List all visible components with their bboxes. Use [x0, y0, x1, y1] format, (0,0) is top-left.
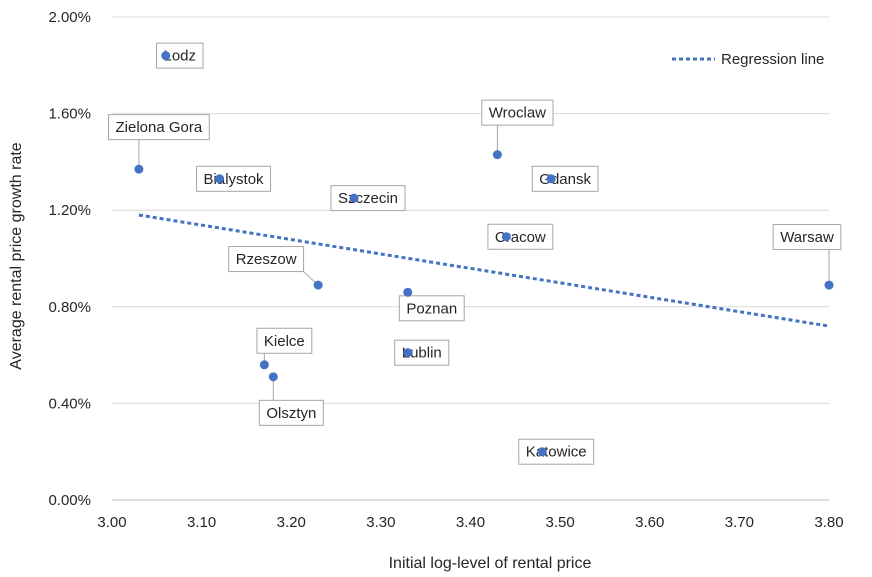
regression-layer [138, 213, 830, 328]
data-point [501, 232, 511, 242]
data-point [537, 447, 547, 457]
callout-labels: Lodz Zielona Gora Bialystok Szczecin Wroclaw… [108, 42, 842, 465]
data-point [349, 193, 359, 203]
x-tick-label: 3.60 [635, 514, 664, 531]
callout: Kielce [256, 327, 313, 365]
callout: Wroclaw [481, 99, 554, 155]
callout-label: Rzeszow [236, 251, 297, 268]
y-tick-label: 0.80% [48, 299, 91, 316]
gridlines [112, 16, 829, 404]
data-points [134, 51, 834, 457]
x-tick-label: 3.10 [187, 514, 216, 531]
callout-label: Warsaw [780, 229, 834, 246]
callout: Lodz [156, 42, 204, 69]
callout-label: Bialystok [204, 171, 265, 188]
callout-box [772, 224, 842, 251]
x-axis-ticks: 3.00 3.10 3.20 3.30 3.40 3.50 3.60 3.70 3.80 [97, 514, 843, 531]
callout: Gdansk [531, 165, 599, 192]
data-point [259, 360, 269, 370]
callout: Rzeszow [228, 246, 319, 286]
y-axis-ticks: 0.00% 0.40% 0.80% 1.20% 1.60% 2.00% [48, 9, 91, 509]
callout: Katowice [518, 438, 595, 465]
callout-box [258, 399, 324, 426]
data-point [824, 280, 834, 290]
y-tick-label: 1.60% [48, 106, 91, 123]
data-point [403, 348, 413, 358]
x-tick-label: 3.30 [366, 514, 395, 531]
callout-label: Lodz [164, 48, 197, 65]
y-tick-label: 0.00% [48, 492, 91, 509]
callout-label: Katowice [526, 444, 587, 461]
data-point [161, 51, 171, 61]
callout-label: Szczecin [338, 190, 398, 207]
callout: Bialystok [196, 165, 272, 192]
callout-label: Lublin [402, 345, 442, 362]
callout: Cracow [487, 223, 554, 250]
y-tick-label: 0.40% [48, 395, 91, 412]
data-point [215, 174, 225, 184]
callout-label: Poznan [406, 300, 457, 317]
x-tick-label: 3.40 [456, 514, 485, 531]
legend-regression-label: Regression line [721, 51, 824, 68]
callout-box [518, 438, 595, 465]
callout-label: Olsztyn [266, 405, 316, 422]
callout-box [330, 185, 406, 212]
callout-label: Zielona Gora [116, 119, 203, 136]
callout-box [481, 99, 554, 126]
x-tick-label: 3.00 [97, 514, 126, 531]
x-tick-label: 3.80 [814, 514, 843, 531]
y-tick-label: 1.20% [48, 202, 91, 219]
callout: Warsaw [772, 224, 842, 286]
callout: Szczecin [330, 185, 406, 212]
callout: Olsztyn [258, 376, 324, 426]
callout-box [108, 114, 210, 141]
data-point [313, 280, 323, 290]
x-tick-label: 3.70 [725, 514, 754, 531]
callout-box [196, 165, 272, 192]
x-tick-label: 3.20 [277, 514, 306, 531]
y-tick-label: 2.00% [48, 9, 91, 26]
data-point [403, 287, 413, 297]
callout-box [398, 295, 465, 322]
callout: Zielona Gora [108, 114, 210, 170]
data-point [546, 174, 556, 184]
y-axis-title: Average rental price growth rate [8, 142, 25, 369]
data-point [492, 150, 502, 160]
data-point [134, 164, 144, 174]
callout-box [487, 223, 554, 250]
callout-box [228, 246, 305, 273]
data-point [268, 372, 278, 382]
x-axis-title: Initial log-level of rental price [389, 555, 592, 572]
callout-box [256, 327, 313, 354]
callout: Poznan [398, 292, 465, 322]
callout-box [531, 165, 599, 192]
regression-line [138, 213, 830, 328]
x-tick-label: 3.50 [546, 514, 575, 531]
callout-label: Kielce [264, 333, 305, 350]
callout-label: Wroclaw [489, 105, 546, 122]
callout: Lublin [394, 339, 450, 366]
legend: Regression line [672, 51, 824, 68]
